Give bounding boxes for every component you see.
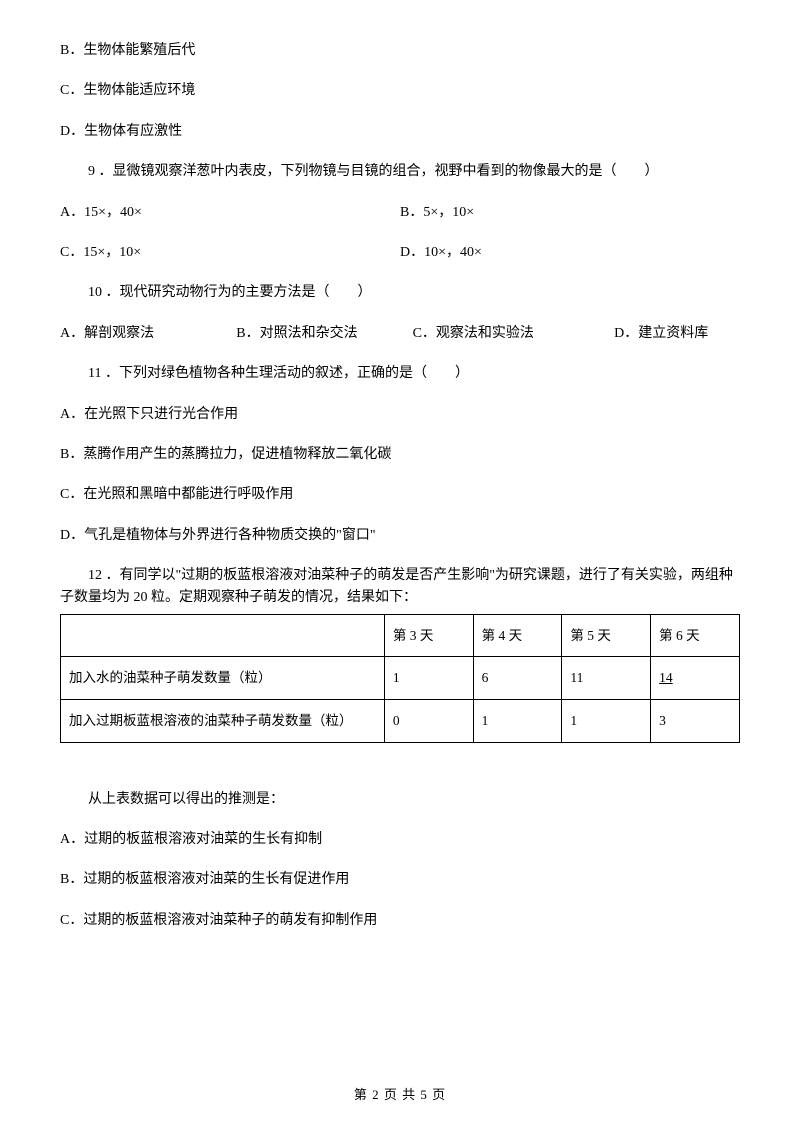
table-row: 加入过期板蓝根溶液的油菜种子萌发数量（粒） 0 1 1 3 [61, 700, 740, 743]
q9-row2: C．15×，10× D．10×，40× [60, 242, 740, 264]
q12-followup: 从上表数据可以得出的推测是： [60, 789, 740, 811]
q9-option-a: A．15×，40× [60, 202, 400, 224]
page-footer: 第 2 页 共 5 页 [0, 1085, 800, 1106]
option-c: C．生物体能适应环境 [60, 80, 740, 102]
question-11: 11 ．下列对绿色植物各种生理活动的叙述，正确的是（ ） [60, 363, 740, 385]
q12-option-b: B．过期的板蓝根溶液对油菜的生长有促进作用 [60, 869, 740, 891]
row1-label: 加入水的油菜种子萌发数量（粒） [61, 657, 385, 700]
q10-option-a: A．解剖观察法 [60, 323, 236, 345]
table-row: 加入水的油菜种子萌发数量（粒） 1 6 11 14 [61, 657, 740, 700]
row2-label: 加入过期板蓝根溶液的油菜种子萌发数量（粒） [61, 700, 385, 743]
question-12: 12 ．有同学以"过期的板蓝根溶液对油菜种子的萌发是否产生影响"为研究课题，进行… [60, 565, 740, 610]
question-10: 10 ．现代研究动物行为的主要方法是（ ） [60, 282, 740, 304]
row2-d5: 1 [562, 700, 651, 743]
q10-option-b: B．对照法和杂交法 [236, 323, 412, 345]
q12-option-a: A．过期的板蓝根溶液对油菜的生长有抑制 [60, 829, 740, 851]
q10-option-d: D．建立资料库 [614, 323, 740, 345]
row2-d4: 1 [473, 700, 562, 743]
q9-row1: A．15×，40× B．5×，10× [60, 202, 740, 224]
header-blank [61, 614, 385, 657]
q12-option-c: C．过期的板蓝根溶液对油菜种子的萌发有抑制作用 [60, 910, 740, 932]
header-day3: 第 3 天 [384, 614, 473, 657]
q10-options: A．解剖观察法 B．对照法和杂交法 C．观察法和实验法 D．建立资料库 [60, 323, 740, 345]
q9-option-d: D．10×，40× [400, 242, 740, 264]
row1-d4: 6 [473, 657, 562, 700]
row1-d3: 1 [384, 657, 473, 700]
row2-d6: 3 [651, 700, 740, 743]
data-table: 第 3 天 第 4 天 第 5 天 第 6 天 加入水的油菜种子萌发数量（粒） … [60, 614, 740, 743]
q11-option-a: A．在光照下只进行光合作用 [60, 404, 740, 426]
row1-d6: 14 [651, 657, 740, 700]
row2-d3: 0 [384, 700, 473, 743]
q9-option-b: B．5×，10× [400, 202, 740, 224]
q9-option-c: C．15×，10× [60, 242, 400, 264]
q11-option-d: D．气孔是植物体与外界进行各种物质交换的"窗口" [60, 525, 740, 547]
header-day4: 第 4 天 [473, 614, 562, 657]
header-day5: 第 5 天 [562, 614, 651, 657]
option-b: B．生物体能繁殖后代 [60, 40, 740, 62]
row1-d5: 11 [562, 657, 651, 700]
q11-option-b: B．蒸腾作用产生的蒸腾拉力，促进植物释放二氧化碳 [60, 444, 740, 466]
q10-option-c: C．观察法和实验法 [413, 323, 614, 345]
option-d: D．生物体有应激性 [60, 121, 740, 143]
q11-option-c: C．在光照和黑暗中都能进行呼吸作用 [60, 484, 740, 506]
header-day6: 第 6 天 [651, 614, 740, 657]
table-header-row: 第 3 天 第 4 天 第 5 天 第 6 天 [61, 614, 740, 657]
question-9: 9 ．显微镜观察洋葱叶内表皮，下列物镜与目镜的组合，视野中看到的物像最大的是（ … [60, 161, 740, 183]
